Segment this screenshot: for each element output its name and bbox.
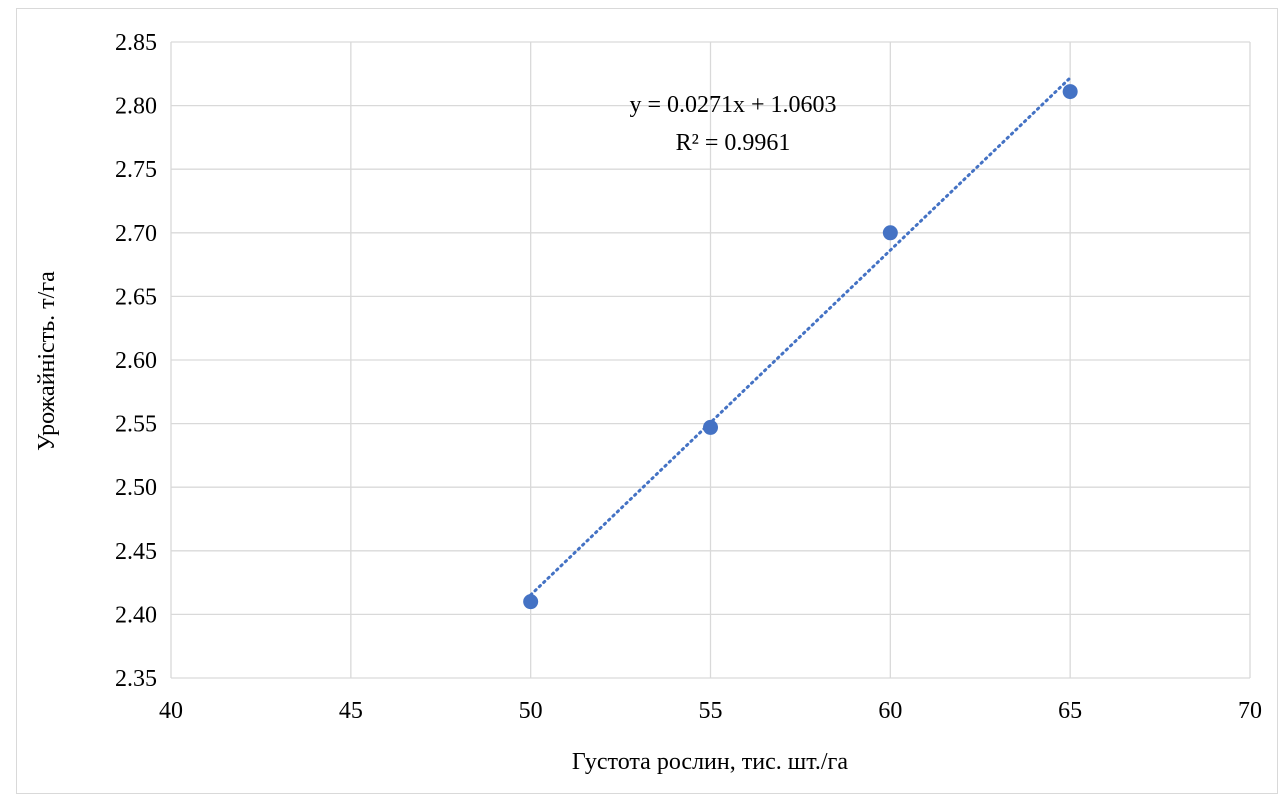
y-tick-label: 2.65 (115, 284, 157, 310)
x-axis-title: Густота рослин, тис. шт./га (572, 749, 848, 775)
chart-frame (16, 8, 1278, 794)
y-tick-label: 2.35 (115, 666, 157, 692)
x-tick-label: 50 (519, 698, 543, 724)
y-tick-label: 2.75 (115, 157, 157, 183)
y-tick-label: 2.60 (115, 348, 157, 374)
data-point (703, 419, 718, 435)
y-tick-label: 2.40 (115, 602, 157, 628)
data-point (882, 225, 898, 241)
x-tick-label: 65 (1058, 698, 1082, 724)
y-axis-title: Урожайність. т/га (34, 271, 60, 451)
trendline-equation: y = 0.0271x + 1.0603 (629, 92, 836, 118)
x-tick-label: 70 (1238, 698, 1262, 724)
y-tick-label: 2.80 (115, 94, 157, 120)
x-tick-label: 40 (159, 698, 183, 724)
trendline (529, 76, 1072, 597)
data-point (523, 594, 539, 610)
data-points (523, 84, 1078, 610)
x-tick-label: 60 (878, 698, 902, 724)
y-tick-label: 2.85 (115, 30, 157, 56)
trendline-r-squared: R² = 0.9961 (676, 130, 791, 156)
y-tick-label: 2.70 (115, 221, 157, 247)
gridlines (170, 41, 1251, 679)
y-tick-label: 2.45 (115, 539, 157, 565)
x-tick-labels: 40 45 50 55 60 65 70 (159, 698, 1262, 724)
y-tick-label: 2.55 (115, 412, 157, 438)
y-tick-labels: 2.35 2.40 2.45 2.50 2.55 2.60 2.65 2.70 2.75 2.80… (115, 30, 157, 692)
x-tick-label: 45 (339, 698, 363, 724)
trendline-group (529, 76, 1072, 597)
x-tick-label: 55 (699, 698, 723, 724)
data-point (1062, 84, 1078, 100)
y-tick-label: 2.50 (115, 475, 157, 501)
